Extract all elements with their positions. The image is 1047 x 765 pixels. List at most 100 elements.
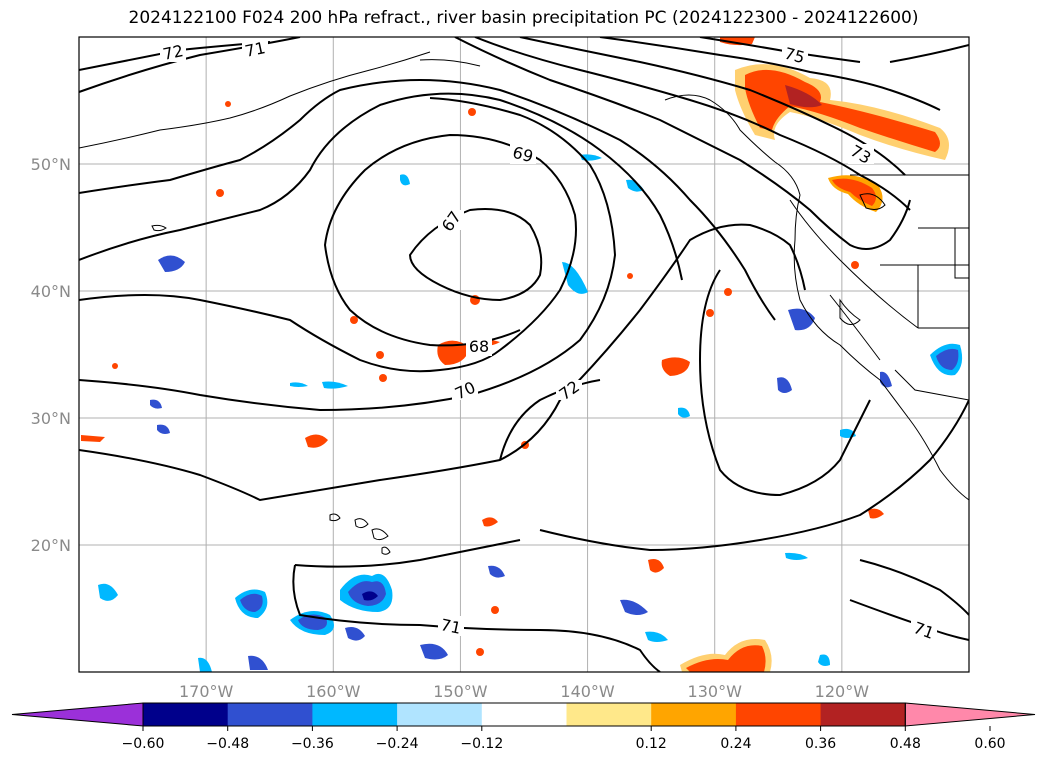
map-title: 2024122100 F024 200 hPa refract., river … xyxy=(128,8,919,28)
contour-line xyxy=(292,564,661,672)
colorbar-tick-label: −0.12 xyxy=(460,736,503,752)
contour-line xyxy=(474,37,911,211)
contour-label: 72 xyxy=(161,41,185,64)
precip-blob xyxy=(620,599,648,615)
contour-line xyxy=(889,44,969,63)
colorbar-tick-label: 0.24 xyxy=(720,736,751,752)
lon-tick-label: 150°W xyxy=(433,682,488,701)
precip-blob xyxy=(400,174,410,186)
precip-blob xyxy=(198,657,212,672)
precip-blob xyxy=(868,508,884,519)
colorbar-extend-high xyxy=(904,702,1036,727)
lon-tick-label: 160°W xyxy=(306,682,361,701)
precip-blob xyxy=(785,552,808,560)
precip-blob xyxy=(248,655,268,670)
contour-label: 68 xyxy=(469,337,489,356)
colorbar-frame xyxy=(142,702,906,727)
contour-line xyxy=(79,92,683,281)
precip-dot xyxy=(724,288,732,296)
contour-line xyxy=(519,37,906,176)
contour-line xyxy=(859,559,969,616)
contour-line xyxy=(454,37,911,250)
colorbar-tick-label: −0.36 xyxy=(291,736,334,752)
contour-line xyxy=(698,269,871,497)
precip-blob xyxy=(661,357,690,376)
map-border xyxy=(78,36,970,673)
precip-blob xyxy=(420,643,448,660)
lon-tick-label: 170°W xyxy=(179,682,234,701)
precip-dot xyxy=(350,316,358,324)
precip-blob xyxy=(936,348,959,370)
lat-tick-label: 30°N xyxy=(31,409,71,428)
colorbar-segment xyxy=(566,703,652,726)
contour-label: 71 xyxy=(439,615,463,638)
contour-label: 75 xyxy=(782,44,807,68)
lat-tick-label: 40°N xyxy=(31,282,71,301)
precip-blob xyxy=(645,631,668,642)
map-area xyxy=(79,37,969,672)
lon-tick-label: 130°W xyxy=(688,682,743,701)
colorbar-tick-label: −0.24 xyxy=(376,736,419,752)
contour-label: 69 xyxy=(511,143,536,167)
contour-line xyxy=(79,37,301,93)
colorbar-extend-low xyxy=(11,702,144,727)
colorbar-tick-label: −0.60 xyxy=(122,736,165,752)
precip-dot xyxy=(468,108,476,116)
precip-blob xyxy=(488,565,505,578)
precip-blob xyxy=(437,340,470,365)
contour-line xyxy=(408,208,543,302)
precip-dot xyxy=(376,351,384,359)
precip-blob xyxy=(345,627,365,641)
precip-blob xyxy=(818,654,830,666)
lon-tick-label: 140°W xyxy=(560,682,615,701)
colorbar-segment xyxy=(397,703,483,726)
precip-blob xyxy=(686,645,766,672)
precip-blob xyxy=(720,37,755,46)
longitude-labels: 170°W 160°W 150°W 140°W 130°W 120°W xyxy=(179,682,869,701)
precip-dot xyxy=(476,648,484,656)
colorbar xyxy=(11,702,1036,727)
precip-blob xyxy=(290,382,308,387)
precip-dot xyxy=(491,606,499,614)
contour-line xyxy=(599,37,941,111)
precip-dot xyxy=(627,273,633,279)
contour-line xyxy=(79,133,577,373)
precip-positive xyxy=(81,37,949,672)
contour-labels: 72 71 75 69 73 67 68 70 72 71 71 xyxy=(160,36,937,643)
colorbar-segment xyxy=(227,703,313,726)
coastlines xyxy=(79,51,969,501)
islands xyxy=(151,193,886,555)
precip-blob xyxy=(832,178,876,206)
contour-line xyxy=(79,97,617,412)
precip-blob xyxy=(158,255,185,272)
colorbar-tick-label: 0.48 xyxy=(890,736,921,752)
contour-label: 71 xyxy=(243,38,267,61)
precip-blob xyxy=(81,435,105,442)
colorbar-segment xyxy=(651,703,737,726)
colorbar-segment xyxy=(481,703,567,726)
precip-dot xyxy=(216,189,224,197)
precip-blob xyxy=(98,583,118,601)
colorbar-tick-label: 0.36 xyxy=(805,736,836,752)
colorbar-tick-label: −0.48 xyxy=(206,736,249,752)
precip-dot xyxy=(112,363,118,369)
colorbar-segment xyxy=(820,703,906,726)
lat-tick-label: 50°N xyxy=(31,155,71,174)
precip-blob xyxy=(362,591,378,601)
precip-blob xyxy=(482,517,498,527)
precip-blob xyxy=(678,407,690,418)
colorbar-ticks: −0.60 −0.48 −0.36 −0.24 −0.12 0.12 0.24 0.36 0.4… xyxy=(122,726,1006,752)
precip-dot xyxy=(225,101,231,107)
precip-blob xyxy=(648,559,664,573)
contour-line xyxy=(79,79,776,321)
colorbar-segment xyxy=(735,703,822,726)
contour-line xyxy=(79,223,806,502)
precip-blob xyxy=(777,377,792,393)
precip-negative xyxy=(98,154,963,672)
precip-blob xyxy=(240,593,263,612)
lon-tick-label: 120°W xyxy=(815,682,870,701)
precip-dot xyxy=(379,374,387,382)
precip-blob xyxy=(150,399,162,409)
precip-dot xyxy=(706,309,714,317)
